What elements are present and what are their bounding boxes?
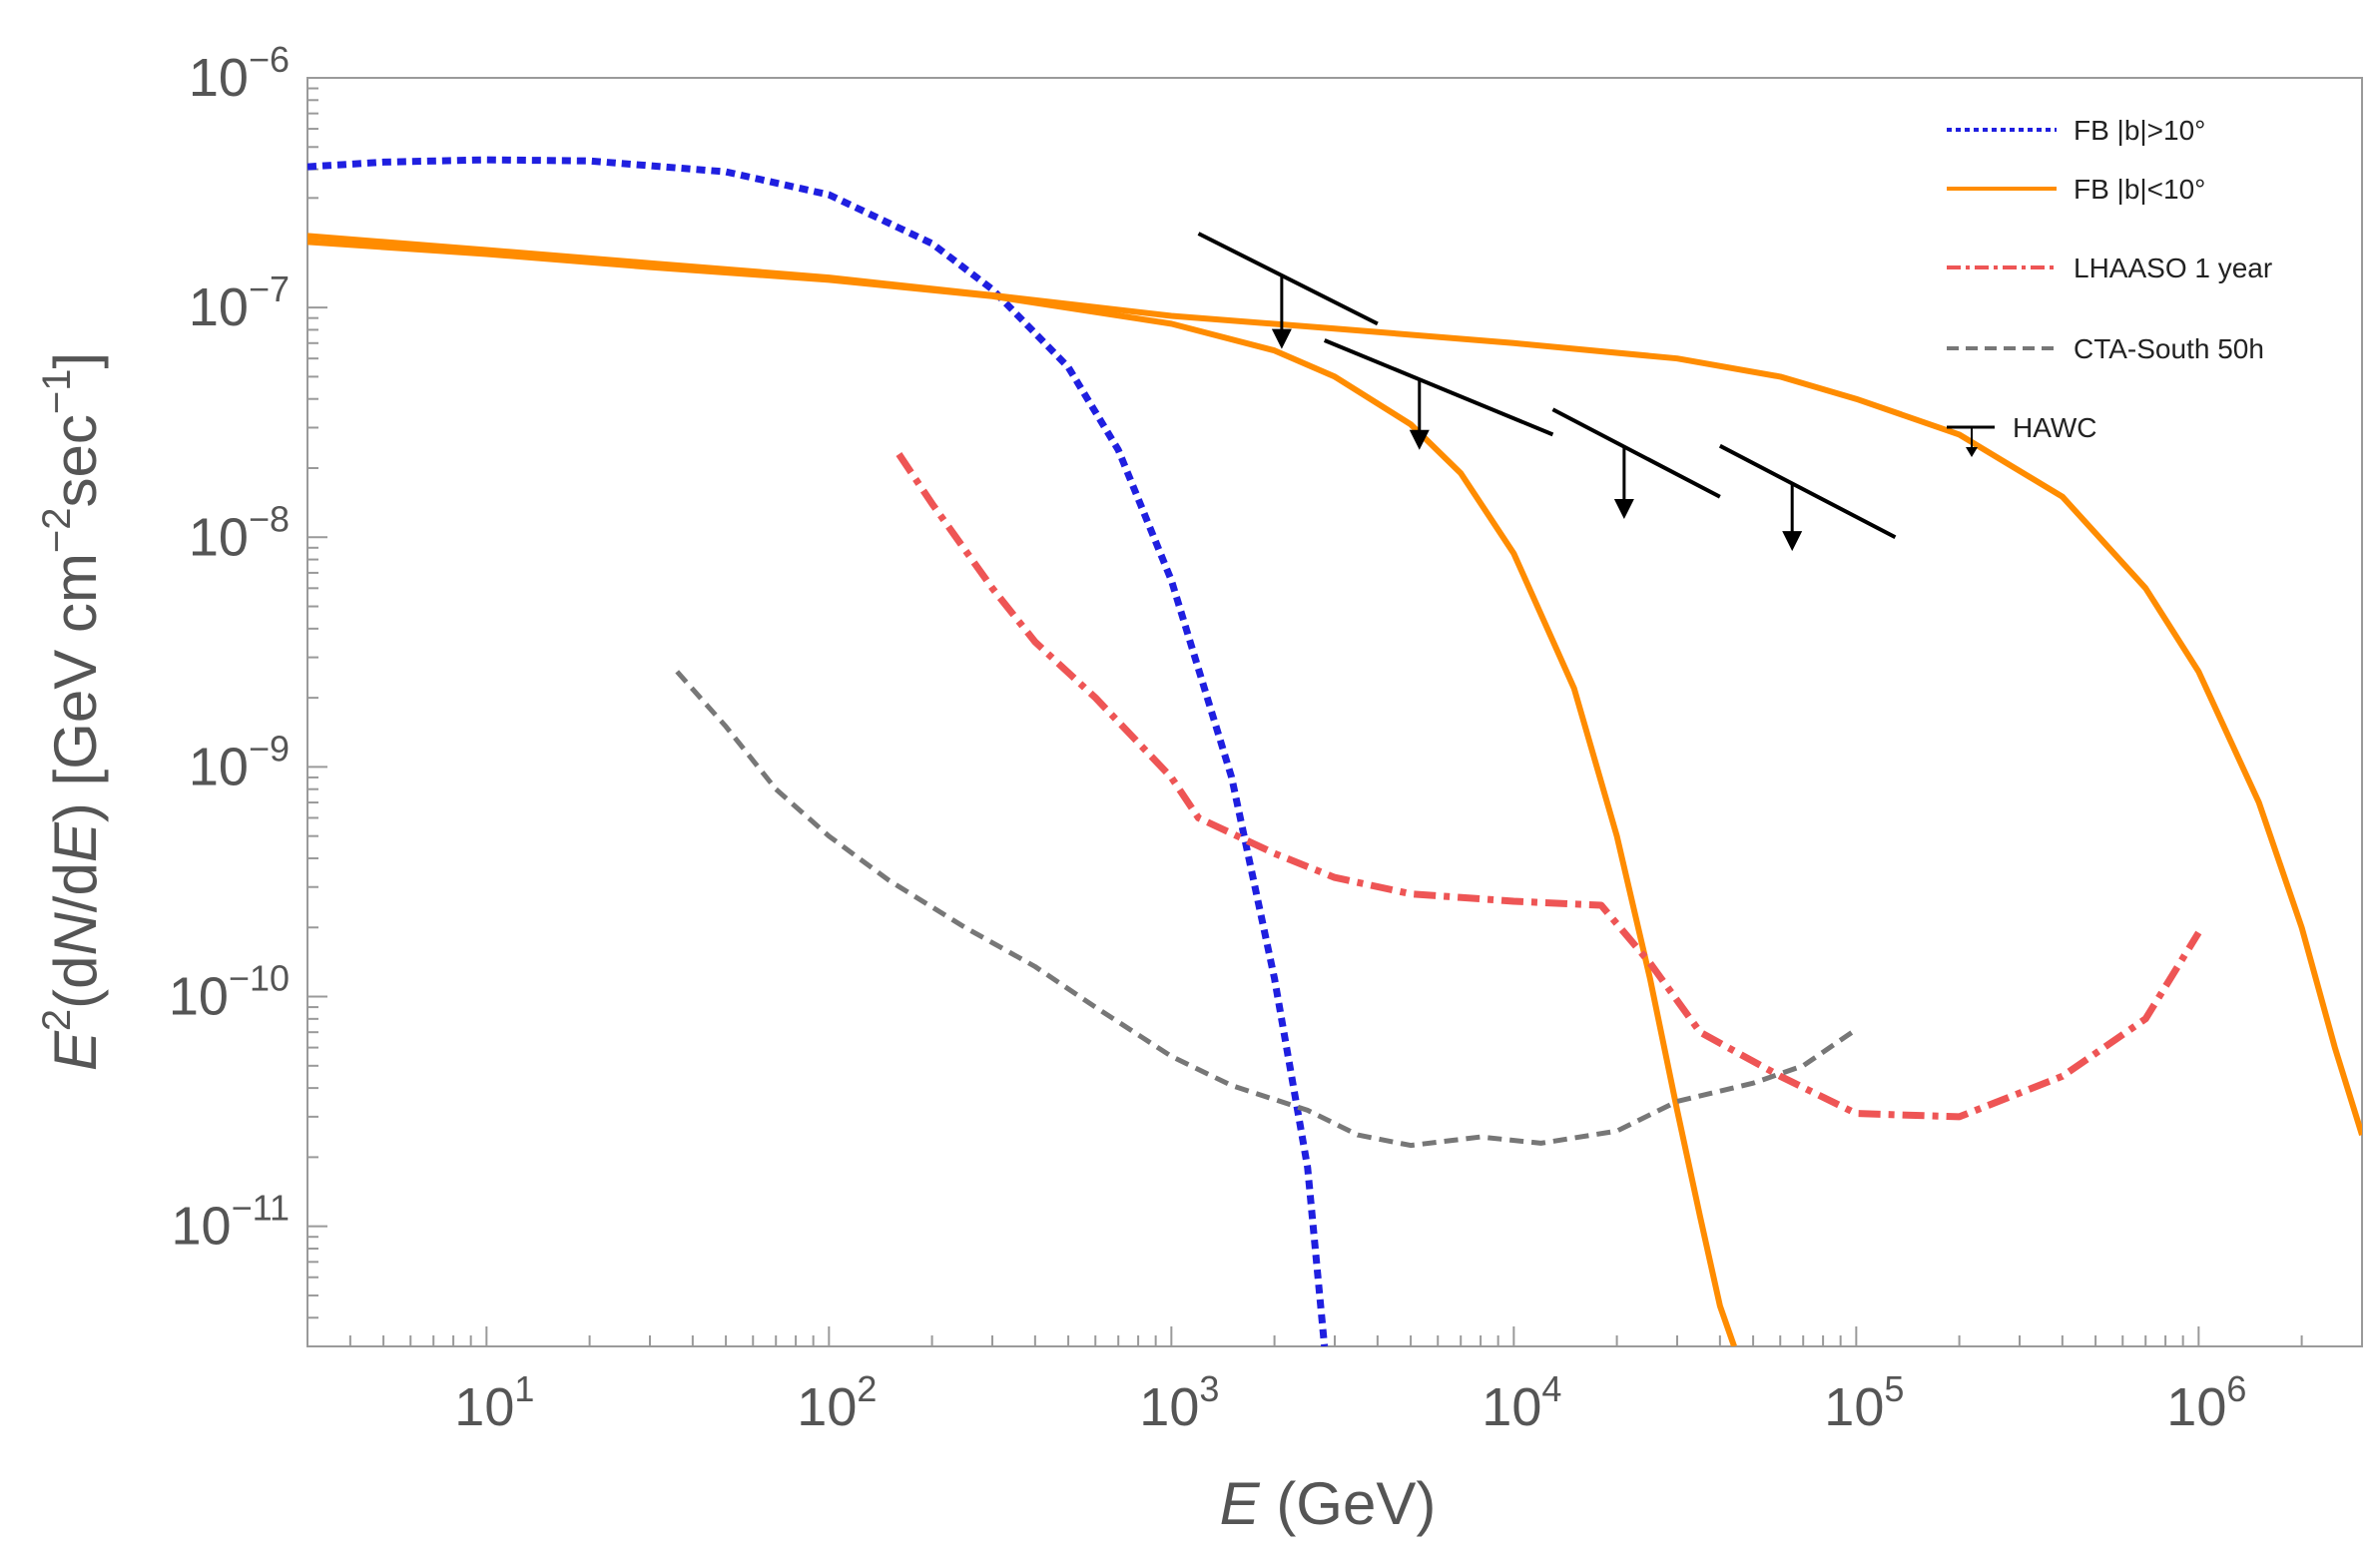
legend-label: FB |b|>10° xyxy=(2074,115,2205,146)
hawc-arrow-head xyxy=(1271,328,1292,349)
legend-label: FB |b|<10° xyxy=(2074,174,2205,205)
y-tick-label: 10−11 xyxy=(172,1188,290,1257)
series-line-4 xyxy=(675,670,1858,1149)
legend-label: CTA-South 50h xyxy=(2074,333,2264,364)
hawc-limit-segment xyxy=(1551,407,1721,499)
legend-swatch xyxy=(1966,447,1978,457)
legend: FB |b|>10° FB |b|<10° LHAASO 1 year CTA-Sou… xyxy=(1947,115,2272,457)
x-tick-label: 106 xyxy=(2166,1368,2246,1437)
hawc-limit-segment xyxy=(1718,443,1897,540)
y-tick-label: 10−6 xyxy=(189,39,290,108)
series-line-2 xyxy=(307,233,2362,1136)
hawc-arrow-head xyxy=(1613,499,1634,520)
x-tick-label: 103 xyxy=(1139,1368,1219,1437)
plot-frame xyxy=(306,77,2363,1347)
series-line-0 xyxy=(307,156,1329,1346)
x-tick-label: 102 xyxy=(797,1368,877,1437)
minor-ticks xyxy=(306,87,2363,1347)
x-tick-label: 105 xyxy=(1824,1368,1904,1437)
y-axis-label: E2(dN/dE) [GeV cm−2sec−1] xyxy=(35,352,109,1071)
series-line-1 xyxy=(307,239,1737,1346)
legend-label: LHAASO 1 year xyxy=(2074,253,2272,283)
major-ticks xyxy=(307,306,2200,1346)
x-tick-label: 101 xyxy=(454,1368,534,1437)
legend-label: HAWC xyxy=(2013,412,2097,443)
hawc-limit-segment xyxy=(1197,232,1379,326)
x-tick-label: 104 xyxy=(1482,1368,1561,1437)
y-tick-label: 10−8 xyxy=(189,498,290,567)
tick-labels: 101 102 103 104 105 106 10−6 10−7 10−8 10−9 10−10 1… xyxy=(169,39,2247,1437)
hawc-upper-limits xyxy=(1197,232,1897,552)
x-axis-label: E (GeV) xyxy=(1220,1470,1437,1537)
y-tick-label: 10−10 xyxy=(169,958,290,1027)
series-line-3 xyxy=(895,452,2202,1121)
hawc-arrow-head xyxy=(1409,429,1430,450)
y-tick-label: 10−7 xyxy=(189,268,290,337)
hawc-limit-segment xyxy=(1323,338,1554,437)
series-layer xyxy=(307,156,2362,1346)
hawc-arrow-head xyxy=(1782,531,1803,552)
y-tick-label: 10−9 xyxy=(189,728,290,796)
